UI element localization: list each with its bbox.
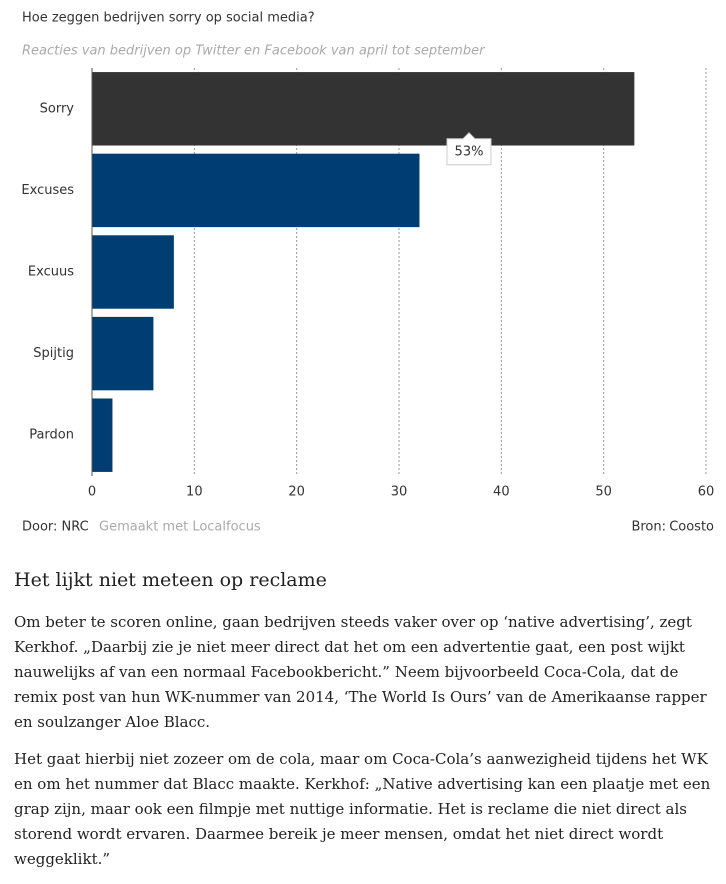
x-tick-label: 20: [288, 485, 305, 500]
x-tick-label: 10: [186, 485, 203, 500]
tooltip-box: [446, 132, 492, 166]
x-tick-label: 60: [698, 485, 715, 500]
footer-source-label: Bron:: [631, 520, 666, 535]
bar: [92, 153, 420, 228]
footer-source: Coosto: [669, 520, 714, 535]
y-tick-label: Spijtig: [33, 346, 74, 361]
bar: [92, 72, 635, 146]
footer-made-with: Gemaakt met Localfocus: [99, 520, 261, 535]
chart: Hoe zeggen bedrijven sorry op social med…: [21, 11, 715, 535]
x-tick-label: 50: [595, 485, 612, 500]
y-tick-label: Excuses: [21, 183, 74, 198]
footer-author: Door: NRC: [22, 520, 89, 535]
y-tick-label: Pardon: [29, 428, 74, 443]
paragraph: Om beter te scoren online, gaan bedrijve…: [14, 613, 707, 731]
bar: [92, 235, 174, 309]
paragraph: Het gaat hierbij niet zozeer om de cola,…: [14, 750, 711, 868]
article: Het lijkt niet meteen op reclame Om bete…: [14, 562, 722, 884]
page: Hoe zeggen bedrijven sorry op social med…: [14, 10, 715, 868]
bar: [92, 398, 113, 472]
bar: [92, 316, 154, 391]
chart-title: Hoe zeggen bedrijven sorry op social med…: [22, 11, 315, 26]
x-tick-label: 30: [391, 485, 408, 500]
value-label: 53%: [455, 144, 484, 159]
article-heading: Het lijkt niet meteen op reclame: [14, 569, 327, 591]
y-tick-label: Excuus: [28, 265, 74, 280]
x-tick-label: 40: [493, 485, 510, 500]
y-tick-label: Sorry: [40, 101, 75, 116]
x-tick-label: 0: [88, 485, 96, 500]
chart-subtitle: Reacties van bedrijven op Twitter en Fac…: [22, 44, 486, 59]
